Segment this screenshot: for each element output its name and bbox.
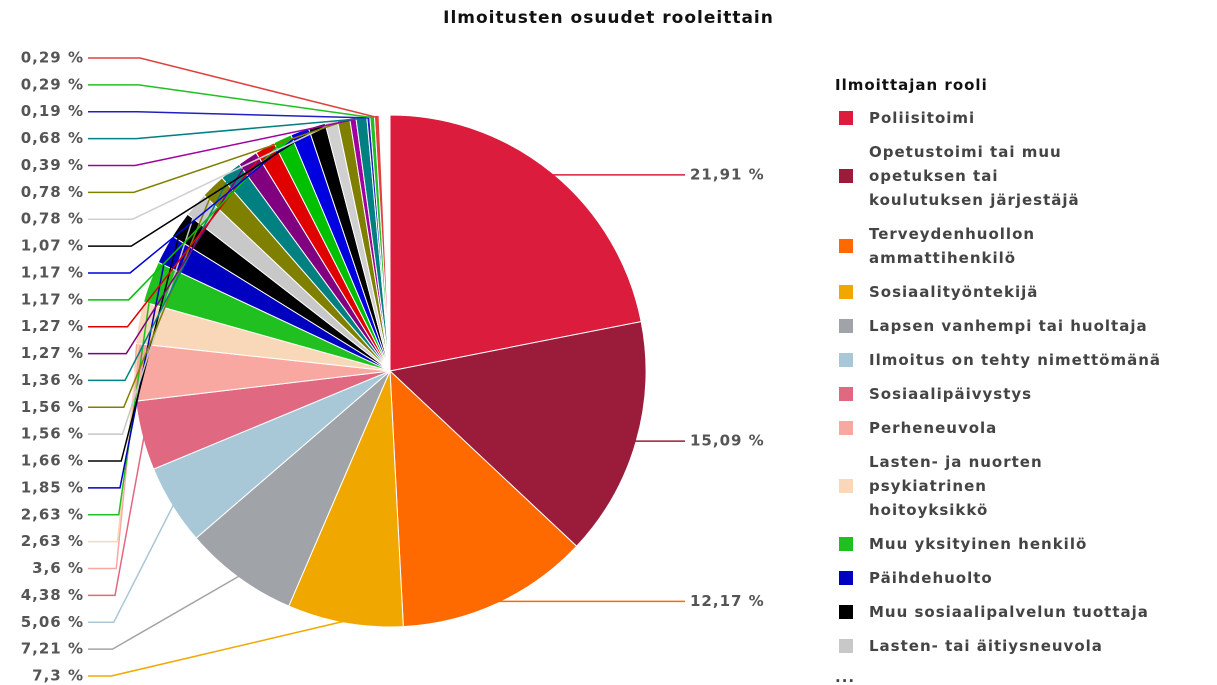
legend-item: Perheneuvola — [835, 416, 1161, 440]
data-label: 15,09 % — [690, 432, 765, 450]
legend-swatch — [839, 605, 853, 619]
leader-line — [88, 372, 137, 570]
data-label: 1,56 % — [21, 398, 84, 416]
legend-label: Perheneuvola — [869, 419, 998, 437]
leader-line — [88, 57, 378, 119]
legend-label: Päihdehuolto — [869, 569, 993, 587]
data-label: 1,17 % — [21, 290, 84, 308]
leader-line — [88, 140, 284, 301]
data-label: 0,78 % — [21, 183, 84, 201]
leader-line — [88, 503, 175, 624]
data-label: 1,27 % — [21, 317, 84, 335]
legend-label: Sosiaalityöntekijä — [869, 283, 1039, 301]
legend-label: Poliisitoimi — [869, 109, 976, 127]
legend-label: Lasten- ja nuorten psykiatrinen hoitoyks… — [869, 453, 1043, 519]
legend-item: Ilmoitus on tehty nimettömänä — [835, 348, 1161, 372]
chart-title: Ilmoitusten osuudet rooleittain — [443, 8, 774, 28]
leader-line — [88, 118, 354, 167]
data-label: 0,78 % — [21, 210, 84, 228]
legend-swatch — [839, 479, 853, 493]
leader-line — [88, 322, 142, 543]
legend-swatch — [839, 571, 853, 585]
leader-line — [88, 620, 346, 677]
legend-label: Opetustoimi tai muu opetuksen tai koulut… — [869, 143, 1080, 209]
legend-label: Lasten- tai äitiysneuvola — [869, 637, 1103, 655]
legend-swatch — [839, 387, 853, 401]
legend: Ilmoittajan rooli Poliisitoimi Opetustoim… — [835, 76, 1161, 685]
legend-swatch — [839, 537, 853, 551]
leader-line — [88, 84, 373, 119]
data-label: 5,06 % — [21, 613, 84, 631]
legend-item: Terveydenhuollon ammattihenkilö — [835, 222, 1059, 270]
data-label: 1,56 % — [21, 425, 84, 443]
pie-slice — [389, 369, 578, 628]
data-label: 0,19 % — [21, 102, 84, 120]
legend-item: Poliisitoimi — [835, 106, 1161, 130]
legend-swatch — [839, 169, 853, 183]
data-label: 1,36 % — [21, 371, 84, 389]
data-label: 2,63 % — [21, 505, 84, 523]
legend-item: Muu yksityinen henkilö — [835, 532, 1161, 556]
leader-line — [88, 132, 301, 274]
legend-item: Sosiaalityöntekijä — [835, 280, 1161, 304]
legend-title: Ilmoittajan rooli — [835, 76, 988, 94]
data-label: 21,91 % — [690, 165, 765, 183]
legend-item: Lasten- tai äitiysneuvola — [835, 634, 1161, 658]
legend-item: Sosiaalipäivystys — [835, 382, 1161, 406]
legend-swatch — [839, 111, 853, 125]
legend-item: Opetustoimi tai muu opetuksen tai koulut… — [835, 140, 1084, 212]
pie-slice — [288, 370, 404, 628]
data-label: 0,39 % — [21, 156, 84, 174]
leader-line — [88, 282, 153, 516]
leader-line — [88, 126, 318, 247]
legend-label: Muu yksityinen henkilö — [869, 535, 1088, 553]
data-label: 4,38 % — [21, 586, 84, 604]
pie-slice — [389, 114, 642, 372]
data-label: 12,17 % — [690, 592, 765, 610]
legend-swatch — [839, 319, 853, 333]
legend-label: Muu sosiaalipalvelun tuottaja — [869, 603, 1149, 621]
pie-slice — [373, 114, 391, 372]
leader-line — [88, 225, 183, 462]
legend-label: Lapsen vanhempi tai huoltaja — [869, 317, 1148, 335]
legend-more: ... — [835, 668, 856, 685]
data-label: 0,29 % — [21, 75, 84, 93]
legend-swatch — [839, 421, 853, 435]
leader-line — [88, 148, 267, 328]
data-label: 1,27 % — [21, 344, 84, 362]
data-label: 1,17 % — [21, 263, 84, 281]
legend-label: Terveydenhuollon ammattihenkilö — [869, 225, 1036, 267]
legend-swatch — [839, 353, 853, 367]
data-label: 3,6 % — [32, 559, 84, 577]
leader-line — [88, 435, 145, 597]
legend-label: Ilmoitus on tehty nimettömänä — [869, 351, 1162, 369]
legend-swatch — [839, 285, 853, 299]
data-label: 0,29 % — [21, 49, 84, 67]
data-label: 0,68 % — [21, 129, 84, 147]
data-label: 7,3 % — [32, 667, 84, 685]
legend-item: Lapsen vanhempi tai huoltaja — [835, 314, 1161, 338]
data-label: 1,85 % — [21, 478, 84, 496]
data-label: 1,07 % — [21, 237, 84, 255]
legend-swatch — [839, 639, 853, 653]
legend-item: Lasten- ja nuorten psykiatrinen hoitoyks… — [835, 450, 1109, 522]
data-label: 1,66 % — [21, 452, 84, 470]
legend-swatch — [839, 239, 853, 253]
pie-slice — [195, 370, 391, 607]
legend-label: Sosiaalipäivystys — [869, 385, 1033, 403]
leader-line — [88, 117, 362, 140]
data-label: 7,21 % — [21, 640, 84, 658]
legend-item: Muu sosiaalipalvelun tuottaja — [835, 600, 1161, 624]
leader-line — [88, 120, 345, 194]
legend-item: Päihdehuolto — [835, 566, 1161, 590]
leader-line — [88, 575, 241, 650]
leader-line — [88, 123, 332, 220]
leader-line — [88, 110, 369, 119]
data-label: 2,63 % — [21, 532, 84, 550]
